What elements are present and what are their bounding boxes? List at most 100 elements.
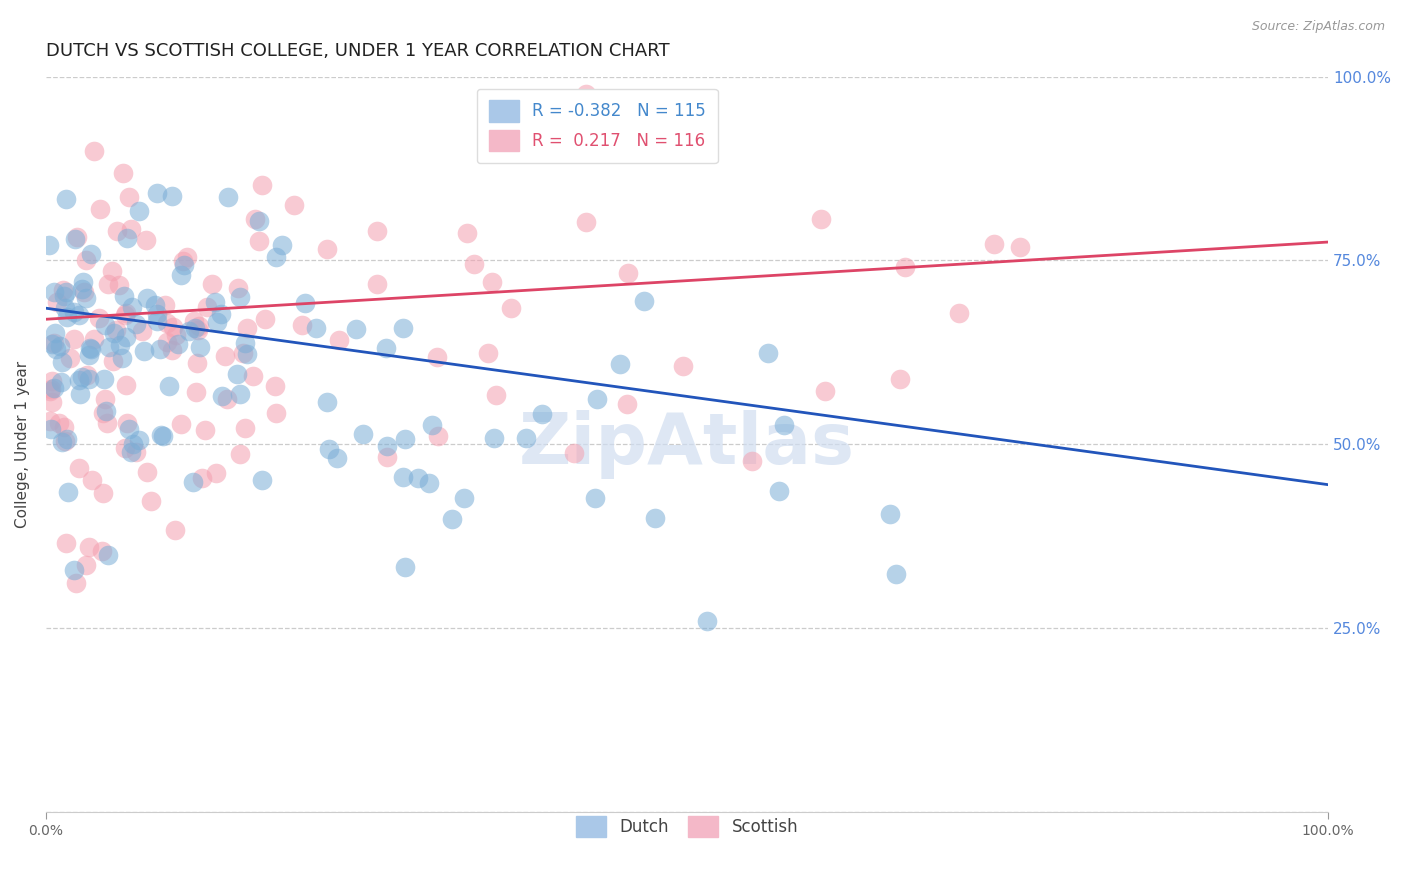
Point bbox=[44, 285, 66, 299]
Point bbox=[197, 300, 219, 314]
Point bbox=[115, 231, 138, 245]
Point bbox=[562, 446, 585, 460]
Point bbox=[948, 306, 970, 320]
Point bbox=[232, 346, 254, 360]
Legend: Dutch, Scottish: Dutch, Scottish bbox=[569, 809, 806, 844]
Point bbox=[38, 384, 60, 398]
Point bbox=[55, 536, 77, 550]
Point bbox=[125, 445, 148, 459]
Point bbox=[810, 212, 832, 227]
Point bbox=[187, 319, 209, 334]
Point bbox=[143, 298, 166, 312]
Point bbox=[77, 540, 100, 554]
Point bbox=[87, 310, 110, 325]
Point bbox=[427, 429, 450, 443]
Point bbox=[456, 226, 478, 240]
Point bbox=[162, 189, 184, 203]
Point bbox=[394, 432, 416, 446]
Point bbox=[229, 447, 252, 461]
Point bbox=[63, 232, 86, 246]
Point bbox=[167, 337, 190, 351]
Text: Source: ZipAtlas.com: Source: ZipAtlas.com bbox=[1251, 20, 1385, 33]
Point bbox=[115, 306, 138, 320]
Point bbox=[188, 341, 211, 355]
Point bbox=[426, 351, 449, 365]
Point bbox=[56, 484, 79, 499]
Point bbox=[879, 507, 901, 521]
Point bbox=[83, 145, 105, 159]
Point bbox=[409, 38, 432, 53]
Point bbox=[214, 349, 236, 363]
Point bbox=[172, 254, 194, 268]
Point bbox=[1010, 240, 1032, 254]
Point bbox=[481, 276, 503, 290]
Point bbox=[211, 389, 233, 403]
Point bbox=[173, 258, 195, 272]
Point bbox=[145, 186, 167, 200]
Point bbox=[93, 372, 115, 386]
Point bbox=[170, 417, 193, 432]
Point bbox=[122, 436, 145, 450]
Point bbox=[80, 473, 103, 487]
Point bbox=[136, 291, 159, 305]
Point bbox=[70, 282, 93, 296]
Point bbox=[201, 277, 224, 291]
Point bbox=[52, 420, 75, 434]
Point bbox=[575, 215, 598, 229]
Point bbox=[149, 343, 172, 357]
Point bbox=[97, 548, 120, 562]
Point bbox=[477, 345, 499, 359]
Point bbox=[644, 510, 666, 524]
Point bbox=[72, 275, 94, 289]
Point bbox=[89, 202, 111, 217]
Point bbox=[150, 428, 173, 442]
Point bbox=[105, 224, 128, 238]
Point bbox=[205, 315, 228, 329]
Point bbox=[253, 311, 276, 326]
Point bbox=[55, 192, 77, 206]
Point bbox=[894, 260, 917, 274]
Point bbox=[217, 35, 239, 49]
Point bbox=[67, 308, 90, 322]
Point bbox=[394, 560, 416, 574]
Point bbox=[247, 214, 270, 228]
Point bbox=[56, 310, 79, 325]
Point bbox=[889, 372, 911, 386]
Point bbox=[884, 566, 907, 581]
Point bbox=[39, 382, 62, 396]
Point bbox=[52, 283, 75, 297]
Point bbox=[67, 461, 90, 475]
Point bbox=[41, 374, 63, 388]
Point bbox=[484, 431, 506, 445]
Point bbox=[209, 307, 232, 321]
Point bbox=[42, 335, 65, 350]
Point bbox=[616, 397, 638, 411]
Point bbox=[77, 348, 100, 362]
Point bbox=[115, 378, 138, 392]
Point bbox=[326, 451, 349, 466]
Point bbox=[45, 342, 67, 356]
Point bbox=[316, 242, 339, 256]
Point bbox=[156, 334, 179, 349]
Point bbox=[225, 367, 247, 381]
Point bbox=[741, 453, 763, 467]
Point bbox=[112, 289, 135, 303]
Point bbox=[39, 415, 62, 429]
Point bbox=[39, 422, 62, 436]
Point bbox=[152, 428, 174, 442]
Point bbox=[94, 404, 117, 418]
Point bbox=[616, 266, 638, 280]
Point bbox=[114, 441, 136, 455]
Point bbox=[814, 384, 837, 399]
Point bbox=[53, 289, 76, 303]
Point bbox=[41, 395, 63, 409]
Point bbox=[59, 351, 82, 365]
Point bbox=[117, 422, 139, 436]
Point bbox=[108, 338, 131, 352]
Point bbox=[103, 354, 125, 368]
Point bbox=[131, 324, 153, 338]
Point bbox=[215, 392, 238, 406]
Point bbox=[107, 277, 129, 292]
Point bbox=[104, 323, 127, 337]
Point bbox=[575, 87, 598, 102]
